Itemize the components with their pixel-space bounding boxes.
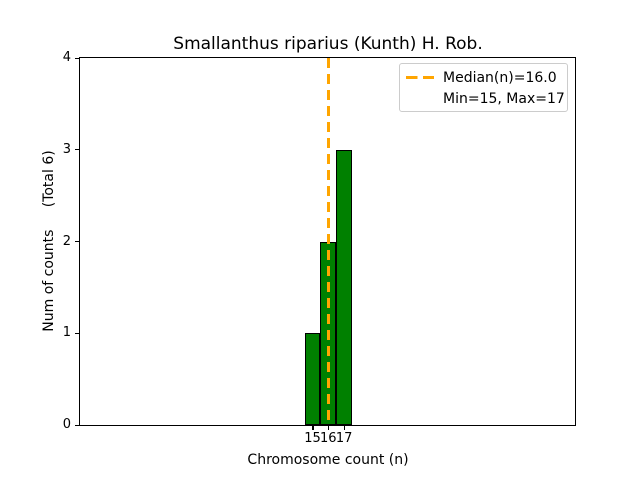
y-tick-label-4: 4 bbox=[62, 50, 71, 65]
y-tick-label-0: 0 bbox=[62, 417, 71, 432]
legend: Median(n)=16.0 Min=15, Max=17 bbox=[399, 63, 568, 112]
median-line bbox=[327, 58, 330, 425]
y-tick-label-2: 2 bbox=[62, 233, 71, 249]
plot-area bbox=[79, 57, 576, 426]
legend-row-minmax: Min=15, Max=17 bbox=[406, 88, 565, 109]
x-tick-label-17: 17 bbox=[335, 431, 353, 446]
legend-row-median: Median(n)=16.0 bbox=[406, 67, 561, 88]
chart-title: Smallanthus riparius (Kunth) H. Rob. bbox=[173, 34, 483, 54]
histogram-bar-n15 bbox=[304, 333, 321, 425]
x-tick-17 bbox=[344, 426, 346, 430]
y-tick-1 bbox=[75, 332, 79, 334]
histogram-bar-n17 bbox=[336, 149, 352, 425]
y-tick-label-3: 3 bbox=[62, 141, 71, 157]
x-tick-label-16: 16 bbox=[320, 431, 337, 446]
y-tick-2 bbox=[75, 241, 79, 243]
legend-spacer bbox=[406, 97, 434, 100]
y-tick-3 bbox=[75, 149, 79, 151]
y-tick-label-1: 1 bbox=[62, 325, 71, 341]
x-tick-16 bbox=[328, 426, 330, 430]
x-tick-15 bbox=[312, 426, 314, 430]
legend-label-median: Median(n)=16.0 bbox=[443, 69, 557, 86]
legend-label-minmax: Min=15, Max=17 bbox=[443, 90, 565, 107]
x-tick-label-15: 15 bbox=[304, 431, 321, 446]
y-tick-4 bbox=[75, 57, 79, 59]
x-axis-label: Chromosome count (n) bbox=[247, 452, 409, 468]
y-tick-0 bbox=[75, 424, 79, 426]
median-line-legend-swatch bbox=[406, 76, 434, 79]
